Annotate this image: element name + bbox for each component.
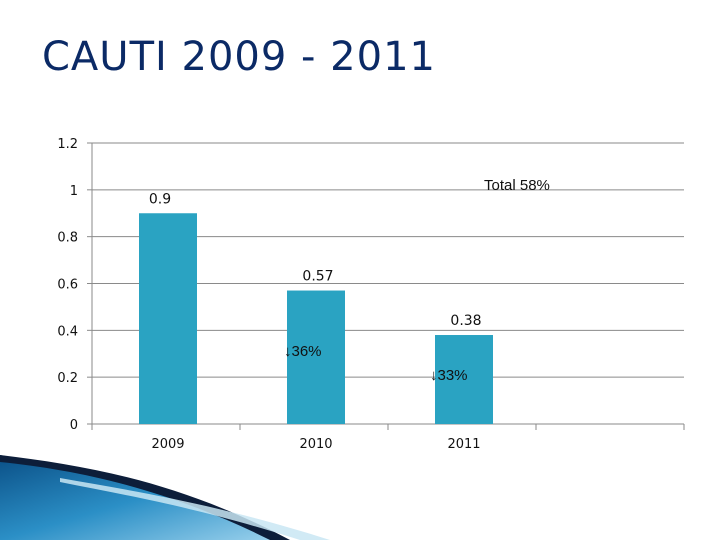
change-2010-annotation: ↓36% [284,343,322,360]
y-tick-label: 0.2 [57,371,78,386]
y-tick-label: 1 [70,184,78,199]
data-labels: 0.9 0.57 0.38 [149,191,482,329]
bar-2011 [435,335,493,424]
x-tick-labels: 2009 2010 2011 [151,437,480,452]
y-tick-label: 1.2 [57,137,78,152]
y-tick-label: 0 [70,418,78,433]
change-2011-annotation: ↓33% [430,367,468,384]
x-tick-label: 2009 [151,437,184,452]
x-tick-label: 2011 [447,437,480,452]
total-reduction-annotation: Total 58% [484,177,550,194]
data-label-2010: 0.57 [302,269,333,285]
y-tick-label: 0.6 [57,278,78,293]
y-tick-labels: 0 0.2 0.4 0.6 0.8 1 1.2 [57,137,78,433]
slide-title: CAUTI 2009 - 2011 [42,34,436,80]
y-tick-label: 0.4 [57,324,78,339]
x-tick-label: 2010 [299,437,332,452]
data-label-2011: 0.38 [450,313,481,329]
bars [139,213,493,424]
y-tick-label: 0.8 [57,231,78,246]
bar-2010 [287,290,345,424]
data-label-2009: 0.9 [149,191,171,207]
bar-2009 [139,213,197,424]
